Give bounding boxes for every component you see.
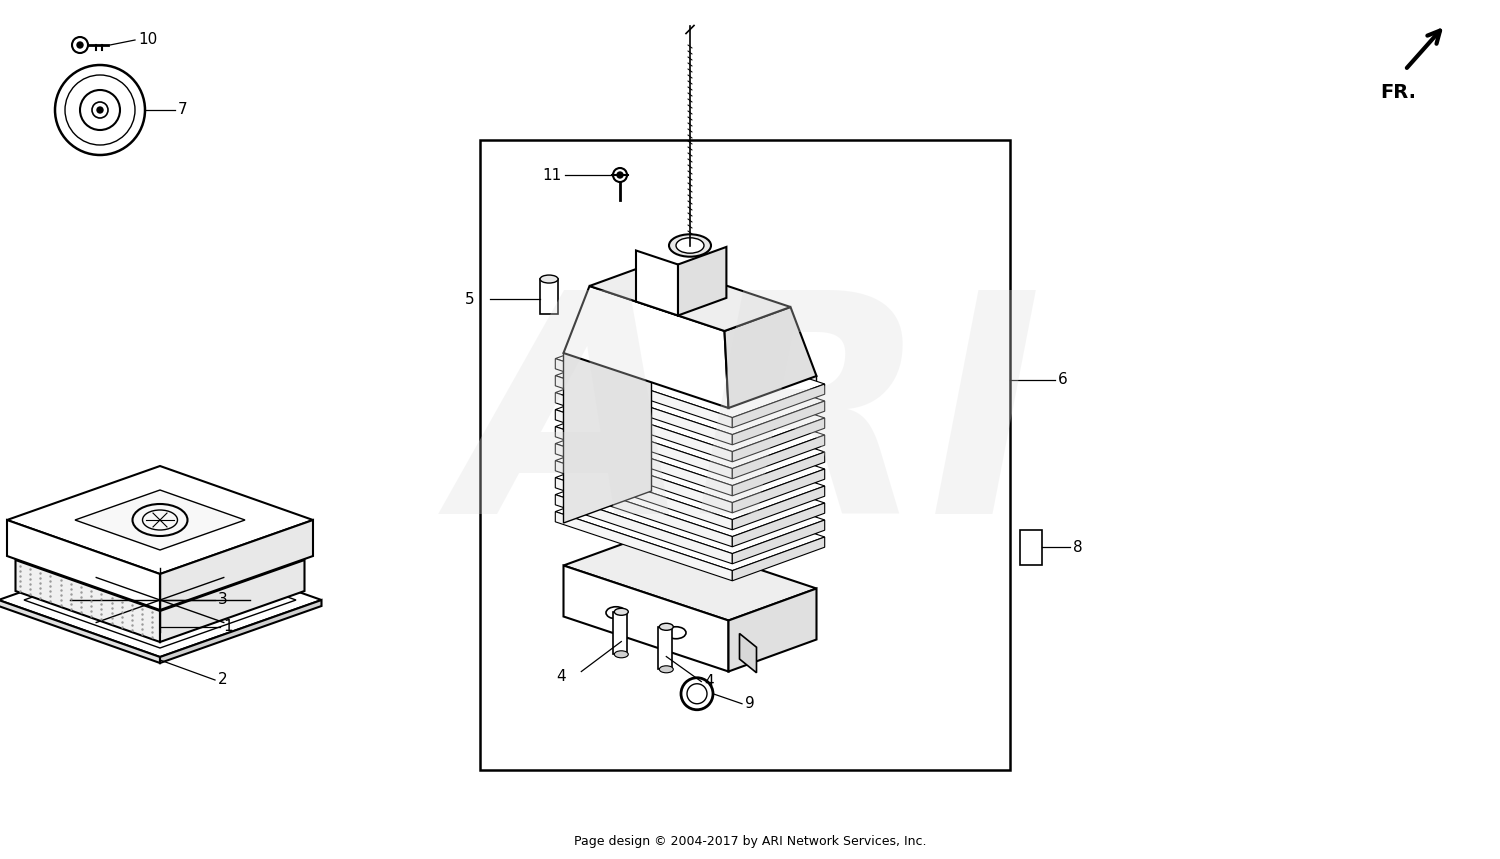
Text: FR.: FR. xyxy=(1380,83,1416,102)
Bar xyxy=(614,612,627,655)
Polygon shape xyxy=(564,565,729,672)
Polygon shape xyxy=(564,286,729,408)
Circle shape xyxy=(76,42,82,48)
Polygon shape xyxy=(8,520,160,610)
Bar xyxy=(480,140,1010,770)
Polygon shape xyxy=(15,560,160,642)
Polygon shape xyxy=(555,444,825,537)
Polygon shape xyxy=(555,443,732,513)
Polygon shape xyxy=(732,486,825,530)
Polygon shape xyxy=(555,478,732,547)
Polygon shape xyxy=(555,358,732,428)
Text: 1: 1 xyxy=(224,619,232,634)
Text: 9: 9 xyxy=(746,697,754,711)
Polygon shape xyxy=(732,503,825,547)
Polygon shape xyxy=(555,410,732,478)
Polygon shape xyxy=(8,466,314,574)
Polygon shape xyxy=(636,251,678,315)
Ellipse shape xyxy=(615,651,628,658)
Ellipse shape xyxy=(615,608,628,615)
Circle shape xyxy=(98,107,104,113)
Polygon shape xyxy=(729,588,816,672)
Polygon shape xyxy=(75,490,244,550)
Polygon shape xyxy=(555,460,732,530)
Text: 5: 5 xyxy=(465,291,474,307)
Text: 4: 4 xyxy=(705,674,714,689)
Polygon shape xyxy=(555,325,825,417)
Polygon shape xyxy=(732,452,825,496)
Polygon shape xyxy=(651,321,816,546)
Polygon shape xyxy=(555,427,825,520)
Text: 6: 6 xyxy=(1058,373,1068,387)
Polygon shape xyxy=(555,393,825,485)
Polygon shape xyxy=(564,321,651,523)
Bar xyxy=(1020,530,1042,565)
Ellipse shape xyxy=(676,238,703,253)
Bar xyxy=(540,279,558,314)
Polygon shape xyxy=(740,633,756,673)
Polygon shape xyxy=(678,247,726,315)
Text: 2: 2 xyxy=(217,673,228,687)
Polygon shape xyxy=(724,307,816,408)
Polygon shape xyxy=(160,560,304,642)
Text: 7: 7 xyxy=(178,102,188,118)
Polygon shape xyxy=(0,600,160,663)
Text: 10: 10 xyxy=(138,33,158,47)
Polygon shape xyxy=(160,520,314,610)
Polygon shape xyxy=(732,401,825,445)
Ellipse shape xyxy=(540,275,558,283)
Polygon shape xyxy=(732,520,825,564)
Polygon shape xyxy=(732,469,825,513)
Polygon shape xyxy=(732,537,825,581)
Text: 3: 3 xyxy=(217,593,228,607)
Polygon shape xyxy=(732,384,825,428)
Polygon shape xyxy=(555,410,825,503)
Ellipse shape xyxy=(660,624,674,631)
Polygon shape xyxy=(555,461,825,553)
Polygon shape xyxy=(0,543,321,657)
Polygon shape xyxy=(732,418,825,462)
Text: ARI: ARI xyxy=(458,282,1042,578)
Polygon shape xyxy=(732,435,825,478)
Polygon shape xyxy=(555,512,732,581)
Bar xyxy=(658,627,672,669)
Polygon shape xyxy=(555,427,732,496)
Polygon shape xyxy=(160,600,321,663)
Polygon shape xyxy=(555,393,732,462)
Ellipse shape xyxy=(660,666,674,673)
Text: Page design © 2004-2017 by ARI Network Services, Inc.: Page design © 2004-2017 by ARI Network S… xyxy=(573,835,926,848)
Polygon shape xyxy=(555,342,825,435)
Polygon shape xyxy=(555,359,825,452)
Polygon shape xyxy=(564,533,816,620)
Polygon shape xyxy=(555,375,732,445)
Polygon shape xyxy=(555,376,825,469)
Polygon shape xyxy=(555,478,825,570)
Polygon shape xyxy=(555,495,732,564)
Ellipse shape xyxy=(669,235,711,257)
Polygon shape xyxy=(590,262,790,331)
Text: 8: 8 xyxy=(1072,539,1083,555)
Text: 4: 4 xyxy=(556,669,566,684)
Circle shape xyxy=(616,172,622,178)
Text: 11: 11 xyxy=(542,168,561,182)
Polygon shape xyxy=(15,509,304,611)
